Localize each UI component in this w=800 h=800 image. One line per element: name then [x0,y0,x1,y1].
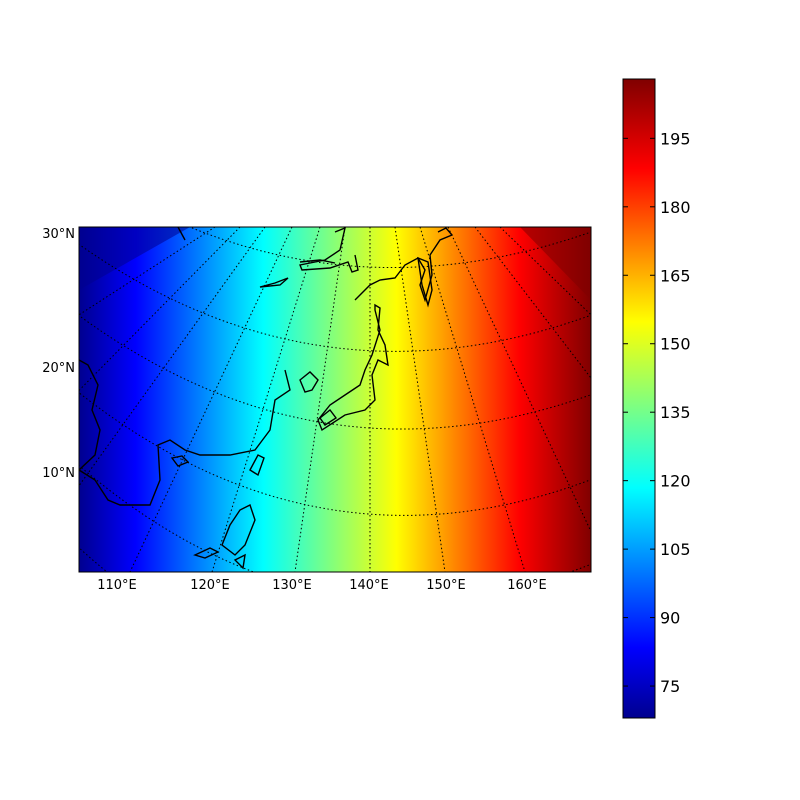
longitude-labels: 110°E 120°E 130°E 140°E 150°E 160°E [97,578,547,593]
colorbar-tick-label: 150 [660,335,691,354]
lon-label-110: 110°E [97,578,137,593]
colorbar-tick-label: 75 [660,677,680,696]
colorbar-tick-label: 180 [660,198,691,217]
colorbar-tick-label: 120 [660,472,691,491]
lon-label-160: 160°E [507,578,547,593]
latitude-labels: 30°N 20°N 10°N [42,227,75,481]
colorbar-tick-label: 90 [660,609,680,628]
colorbar-gradient [623,79,655,718]
colorbar-tick-label: 105 [660,540,691,559]
lat-label-30: 30°N [42,227,75,242]
lon-label-150: 150°E [426,578,466,593]
colorbar-tick-label: 165 [660,266,691,285]
lon-label-120: 120°E [190,578,230,593]
colorbar-tick-label: 135 [660,403,691,422]
colorbar-tick-label: 195 [660,129,691,148]
lat-label-20: 20°N [42,361,75,376]
lon-label-130: 130°E [272,578,312,593]
colorbar: 75 90 105 120 135 150 165 180 195 [623,79,691,718]
lon-label-140: 140°E [349,578,389,593]
lat-label-10: 10°N [42,466,75,481]
